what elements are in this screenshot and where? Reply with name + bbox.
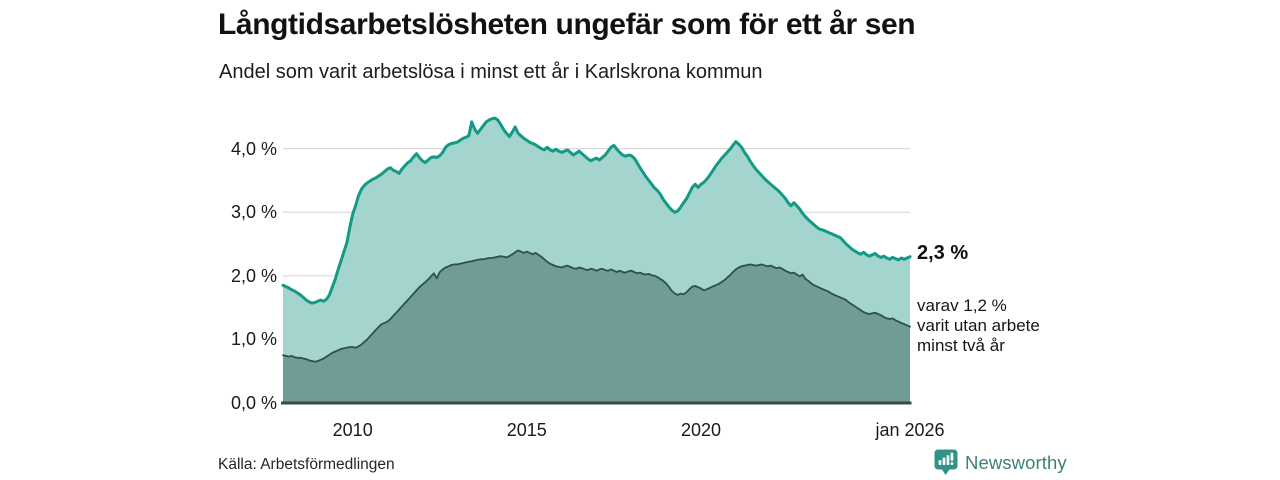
y-axis-tick: 1,0 %: [230, 329, 277, 349]
y-axis-tick: 0,0 %: [230, 393, 277, 413]
newsworthy-wordmark: Newsworthy: [965, 451, 1067, 473]
x-axis-tick: jan 2026: [875, 420, 945, 440]
x-axis-tick: 2015: [506, 420, 547, 440]
y-axis-tick: 4,0 %: [230, 139, 277, 159]
two-year-note-label: varav 1,2 % varit utan arbete minst två …: [917, 296, 1040, 355]
chart-subtitle: Andel som varit arbetslösa i minst ett å…: [219, 61, 763, 83]
y-axis-tick: 2,0 %: [230, 266, 277, 286]
page-title: Långtidsarbetslösheten ungefär som för e…: [218, 8, 916, 41]
newsworthy-brand: Newsworthy: [934, 449, 1067, 476]
latest-value-label: 2,3 %: [917, 242, 969, 264]
x-axis-tick: 2020: [680, 420, 722, 440]
x-axis-tick: 2010: [332, 420, 373, 440]
y-axis-tick: 3,0 %: [230, 202, 277, 222]
newsworthy-logo-icon: [934, 449, 958, 475]
source-credit: Källa: Arbetsförmedlingen: [218, 456, 395, 473]
